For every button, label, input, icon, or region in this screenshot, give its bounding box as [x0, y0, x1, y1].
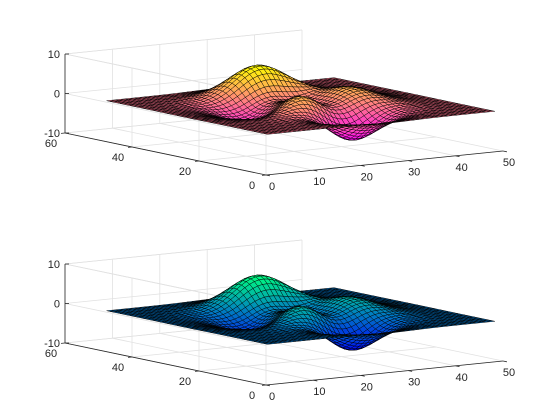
y-tick-label: 40 [112, 152, 124, 164]
x-tick-label: 20 [361, 171, 373, 183]
axes-front: 0 10 20 30 40 50 0 20 40 60-10 0 10 [44, 49, 515, 193]
leftwall-grid-z [64, 303, 267, 346]
x-tick-mark [360, 375, 365, 377]
y-axis-line [64, 132, 267, 176]
leftwall-grid-z [64, 93, 267, 136]
z-tick-label: 0 [54, 89, 60, 101]
y-tick-label: 40 [112, 362, 124, 374]
surface-mesh [106, 64, 496, 141]
x-tick-mark [313, 169, 318, 172]
x-tick-label: 50 [503, 367, 515, 379]
surface-face [486, 110, 496, 112]
x-tick-label: 10 [313, 176, 325, 188]
y-axis-line [64, 342, 267, 386]
floor-grid-x [159, 123, 361, 166]
axes-front: 0 10 20 30 40 50 0 20 40 60-10 0 10 [44, 259, 515, 403]
y-tick-label: 0 [249, 180, 255, 192]
y-tick-label: 60 [45, 138, 57, 150]
x-tick-mark [265, 384, 271, 387]
z-tick-label: 10 [48, 259, 60, 271]
x-tick-mark [408, 370, 413, 372]
x-tick-label: 50 [503, 157, 515, 169]
x-tick-label: 40 [455, 372, 467, 384]
x-axis-line [265, 360, 504, 386]
x-tick-mark [455, 365, 460, 368]
z-tick-label: -10 [44, 338, 60, 350]
floor-grid-x [159, 333, 361, 376]
x-tick-label: 30 [408, 167, 420, 179]
z-tick-label: -10 [44, 128, 60, 140]
x-tick-mark [502, 360, 508, 363]
x-axis-line [265, 150, 504, 176]
floor-grid-y [198, 136, 437, 162]
x-tick-mark [455, 155, 460, 158]
x-tick-mark [408, 160, 413, 162]
surface-plot-bottom: 0 10 20 30 40 50 0 20 40 60-10 0 10 [44, 239, 515, 403]
surface-face [486, 320, 496, 322]
floor-grid-y [198, 346, 437, 372]
y-tick-label: 60 [45, 348, 57, 360]
y-tick-label: 20 [179, 166, 191, 178]
x-tick-label: 40 [455, 162, 467, 174]
x-tick-mark [502, 150, 508, 153]
floor-grid-x [112, 127, 314, 171]
z-tick-label: 0 [54, 299, 60, 311]
floor-grid-x [112, 337, 314, 381]
x-tick-label: 0 [269, 181, 275, 193]
x-tick-label: 20 [361, 381, 373, 393]
y-tick-label: 0 [249, 390, 255, 402]
x-tick-label: 10 [313, 386, 325, 398]
surface-plot-top: 0 10 20 30 40 50 0 20 40 60-10 0 10 [44, 29, 515, 193]
surface-mesh [106, 274, 496, 351]
y-tick-label: 20 [179, 376, 191, 388]
z-tick-label: 10 [48, 49, 60, 61]
x-tick-mark [360, 165, 365, 167]
x-tick-label: 30 [408, 377, 420, 389]
x-tick-mark [265, 174, 271, 177]
x-tick-mark [313, 379, 318, 382]
x-tick-label: 0 [269, 391, 275, 403]
